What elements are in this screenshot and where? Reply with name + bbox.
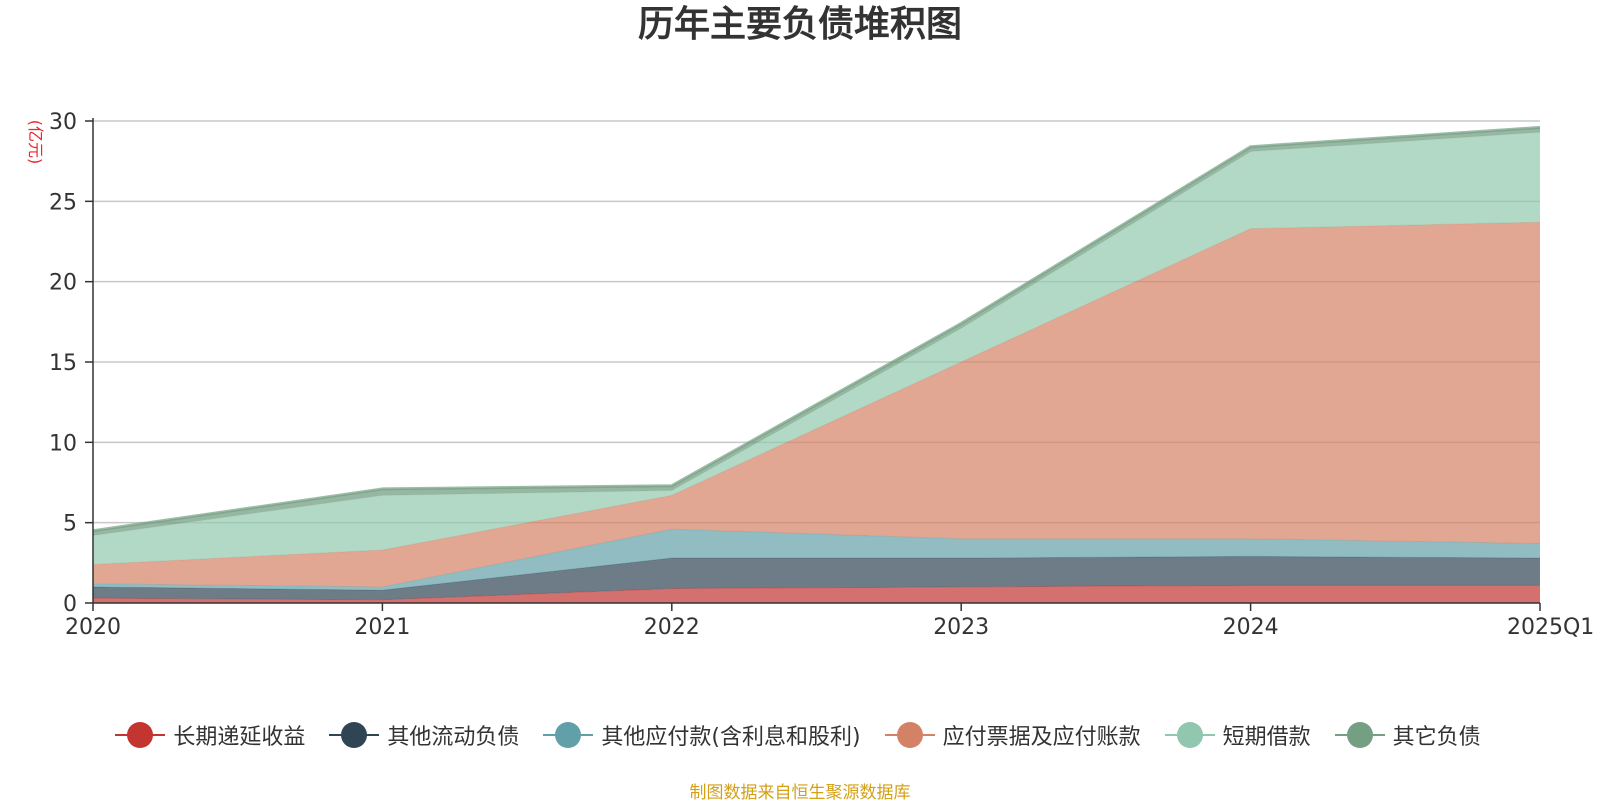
x-tick-label: 2024 <box>1223 615 1279 640</box>
legend-label: 其它负债 <box>1392 725 1481 750</box>
legend-label: 应付票据及应付账款 <box>942 725 1141 750</box>
stacked-areas <box>92 125 1541 603</box>
x-tick-label: 2020 <box>65 615 121 640</box>
area-长期递延收益 <box>93 585 1540 603</box>
legend-label: 长期递延收益 <box>173 725 306 750</box>
x-tick-label: 2025Q1 <box>1507 615 1594 640</box>
x-tick-label: 2022 <box>644 615 700 640</box>
axes: 0 5 10 15 20 25 30 2020 2021 2022 2023 2024 2025Q1 <box>49 110 1594 640</box>
y-tick-label: 5 <box>63 512 77 537</box>
y-tick-label: 20 <box>49 271 77 296</box>
chart-title: 历年主要负债堆积图 <box>637 4 962 45</box>
legend-swatch-icon <box>884 720 935 750</box>
legend-label: 短期借款 <box>1222 725 1311 750</box>
y-tick-label: 30 <box>49 110 77 135</box>
y-tick-label: 0 <box>63 592 77 617</box>
area-应付票据及应付账款 <box>93 222 1540 587</box>
x-tick-label: 2023 <box>933 615 989 640</box>
legend-label: 其他应付款(含利息和股利) <box>601 725 861 750</box>
area-其他流动负债 <box>93 556 1540 600</box>
legend-label: 其他流动负债 <box>387 725 520 750</box>
y-tick-label: 10 <box>49 431 77 456</box>
y-axis-unit-label: (亿元) <box>26 120 45 165</box>
legend: 长期递延收益 其他流动负债 其他应付款(含利息和股利) 应付票据及应付账款 短期借款 其它… <box>0 715 1600 755</box>
x-tick-label: 2021 <box>354 615 410 640</box>
area-其他应付款(含利息和股利) <box>93 529 1540 591</box>
y-tick-label: 25 <box>49 190 77 215</box>
series-line-其它负债 <box>92 125 1541 533</box>
legend-item[interactable]: 其它负债 <box>1334 719 1481 751</box>
legend-swatch-icon <box>543 720 594 750</box>
legend-item[interactable]: 应付票据及应付账款 <box>884 719 1141 751</box>
legend-swatch-icon <box>1164 720 1215 750</box>
chart-canvas: 0 5 10 15 20 25 30 2020 2021 2022 2023 2024 2025Q1 (… <box>26 110 1594 640</box>
legend-swatch-icon <box>115 720 166 750</box>
legend-item[interactable]: 其他流动负债 <box>329 719 519 751</box>
legend-item[interactable]: 长期递延收益 <box>115 719 305 751</box>
y-tick-label: 15 <box>49 351 77 376</box>
legend-item[interactable]: 其他应付款(含利息和股利) <box>543 719 861 751</box>
legend-swatch-icon <box>329 720 380 750</box>
area-短期借款 <box>93 132 1540 565</box>
source-note: 制图数据来自恒生聚源数据库 <box>689 783 911 803</box>
legend-swatch-icon <box>1334 720 1385 750</box>
legend-item[interactable]: 短期借款 <box>1164 719 1311 751</box>
